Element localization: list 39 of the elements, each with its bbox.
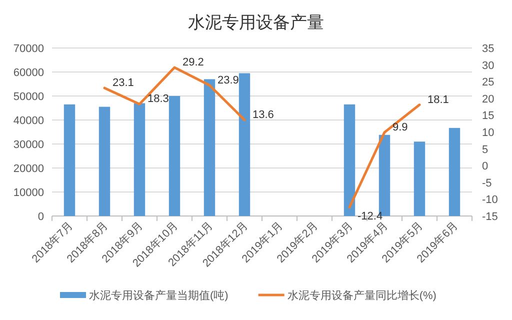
y-tick-label: 0 <box>38 211 44 223</box>
bar <box>204 79 216 216</box>
y2-tick-label: 0 <box>482 160 488 173</box>
y-tick-label: 10000 <box>13 187 44 199</box>
data-label: -12.4 <box>358 210 383 222</box>
y2-tick-label: 15 <box>482 110 494 122</box>
data-label: 23.1 <box>112 76 134 89</box>
bar <box>64 104 76 216</box>
data-label: 23.9 <box>218 74 239 86</box>
y2-tick-label: -10 <box>482 194 498 206</box>
legend-label: 水泥专用设备产量同比增长(%) <box>287 289 436 302</box>
y2-tick-label: 30 <box>482 60 494 72</box>
bar <box>134 103 146 216</box>
bar <box>414 142 426 216</box>
y-tick-label: 60000 <box>13 67 44 79</box>
legend-label: 水泥专用设备产量当期值(吨) <box>89 289 228 302</box>
bar <box>448 128 460 216</box>
y-tick-label: 20000 <box>13 163 44 175</box>
y2-tick-label: 10 <box>482 127 494 139</box>
bar <box>168 96 180 216</box>
y-tick-label: 30000 <box>13 139 44 151</box>
y2-tick-label: -15 <box>482 211 498 223</box>
bar <box>238 73 250 216</box>
y-tick-label: 70000 <box>13 43 44 55</box>
data-label: 9.9 <box>392 121 408 134</box>
data-label: 13.6 <box>252 108 274 121</box>
y-tick-label: 50000 <box>13 91 44 103</box>
y-tick-label: 40000 <box>13 115 44 127</box>
data-label: 29.2 <box>182 56 204 68</box>
y2-tick-label: 25 <box>482 76 494 89</box>
data-label: 18.3 <box>148 93 169 106</box>
y2-tick-label: 5 <box>482 144 488 156</box>
chart-title: 水泥专用设备产量 <box>188 13 324 32</box>
y2-tick-label: -5 <box>482 177 492 190</box>
bar <box>344 104 356 216</box>
bar <box>98 106 110 216</box>
y2-tick-label: 35 <box>482 43 494 55</box>
y2-tick-label: 20 <box>482 93 494 106</box>
data-label: 18.1 <box>428 94 449 106</box>
